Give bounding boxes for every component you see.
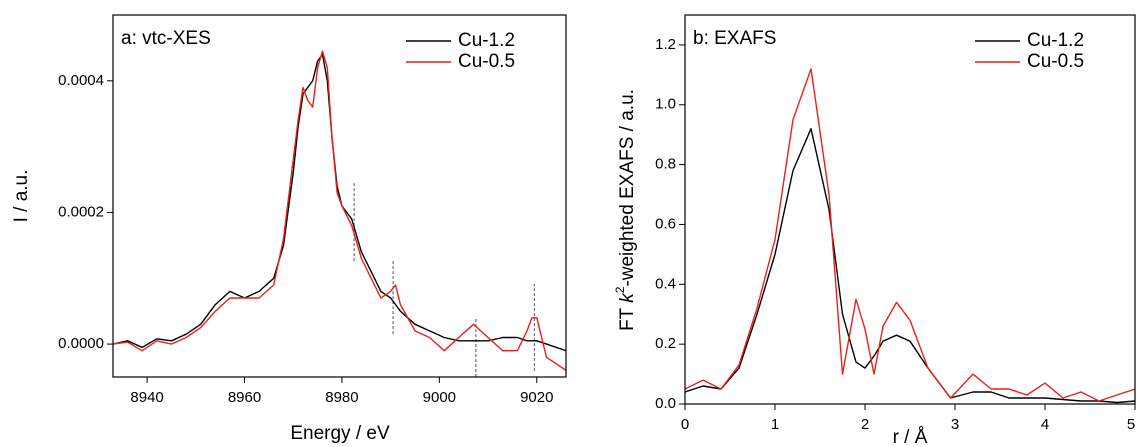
- y-tick-label: 0.0002: [58, 203, 104, 220]
- plot-area: [685, 68, 1135, 404]
- y-tick-label: 0.4: [655, 275, 676, 292]
- x-tick-label: 5: [1127, 416, 1135, 433]
- chart-title: b: EXAFS: [693, 28, 776, 49]
- series-line: [685, 68, 1135, 402]
- x-tick-label: 4: [1041, 416, 1049, 433]
- x-tick-label: 3: [951, 416, 959, 433]
- series-line: [113, 50, 566, 371]
- y-tick-label: 0.6: [655, 215, 676, 232]
- x-tick-label: 8980: [325, 389, 358, 406]
- y-label-part: FT: [617, 303, 638, 331]
- y-label-part: 2: [613, 286, 627, 293]
- y-tick-label: 0.8: [655, 156, 676, 173]
- x-tick-label: 8960: [228, 389, 261, 406]
- series-line: [685, 127, 1135, 404]
- chart-title: a: vtc-XES: [121, 28, 211, 49]
- x-tick-label: 9020: [520, 389, 553, 406]
- y-tick-label: 0.2: [655, 335, 676, 352]
- legend-label: Cu-1.2: [458, 30, 515, 51]
- x-tick-label: 0: [681, 416, 689, 433]
- y-tick-label: 1.2: [655, 36, 676, 53]
- legend-label: Cu-0.5: [1027, 51, 1084, 72]
- plot-frame: [684, 14, 1136, 405]
- y-label-part: k: [617, 292, 638, 303]
- series-line: [113, 53, 566, 352]
- y-tick-label: 1.0: [655, 96, 676, 113]
- y-axis-label: FT k2-weighted EXAFS / a.u.: [613, 89, 638, 331]
- x-tick-label: 2: [861, 416, 869, 433]
- legend-label: Cu-1.2: [1027, 30, 1084, 51]
- x-tick-label: 1: [771, 416, 779, 433]
- y-tick-label: 0.0000: [58, 335, 104, 352]
- x-tick-label: 9000: [423, 389, 456, 406]
- y-label-part: -weighted EXAFS / a.u.: [617, 89, 638, 287]
- y-axis-label: I / a.u.: [11, 170, 32, 223]
- x-tick-label: 8940: [130, 389, 163, 406]
- plot-area: [113, 50, 566, 377]
- plot-frame: [112, 14, 567, 378]
- x-axis-label: Energy / eV: [290, 423, 390, 444]
- y-tick-label: 0.0: [655, 395, 676, 412]
- x-axis-label: r / Å: [893, 427, 928, 447]
- y-tick-label: 0.0004: [58, 72, 104, 89]
- legend-label: Cu-0.5: [458, 51, 515, 72]
